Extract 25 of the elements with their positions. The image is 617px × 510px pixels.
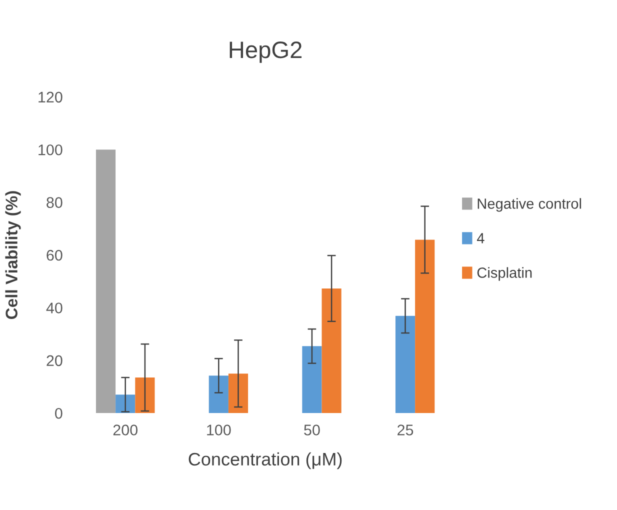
bar <box>96 150 116 414</box>
bar <box>208 376 228 414</box>
bar <box>322 288 342 414</box>
x-tick-label: 50 <box>304 424 320 436</box>
y-tick-label: 60 <box>46 250 62 261</box>
y-tick-label: 120 <box>38 92 62 103</box>
bar <box>395 316 416 414</box>
bar <box>302 346 322 414</box>
x-axis-title: Concentration (μM) <box>188 452 342 470</box>
x-tick-label: 25 <box>398 424 414 436</box>
y-tick-label: 40 <box>46 302 62 314</box>
x-tick-label: 100 <box>207 424 231 436</box>
y-tick-label: 80 <box>46 197 62 208</box>
bar <box>135 378 155 414</box>
y-tick-label: 20 <box>46 355 62 366</box>
bar <box>415 240 435 414</box>
chart-title: HepG2 <box>230 42 302 63</box>
legend-label: Negative control <box>478 198 582 212</box>
y-axis-title: Cell Viability (%) <box>5 191 21 319</box>
y-tick-label: 100 <box>38 144 62 156</box>
y-tick-label: 0 <box>55 408 62 419</box>
legend-label: 4 <box>476 233 484 244</box>
bar <box>228 374 248 414</box>
x-tick-label: 200 <box>113 424 138 436</box>
legend-label: Cisplatin <box>477 267 532 281</box>
